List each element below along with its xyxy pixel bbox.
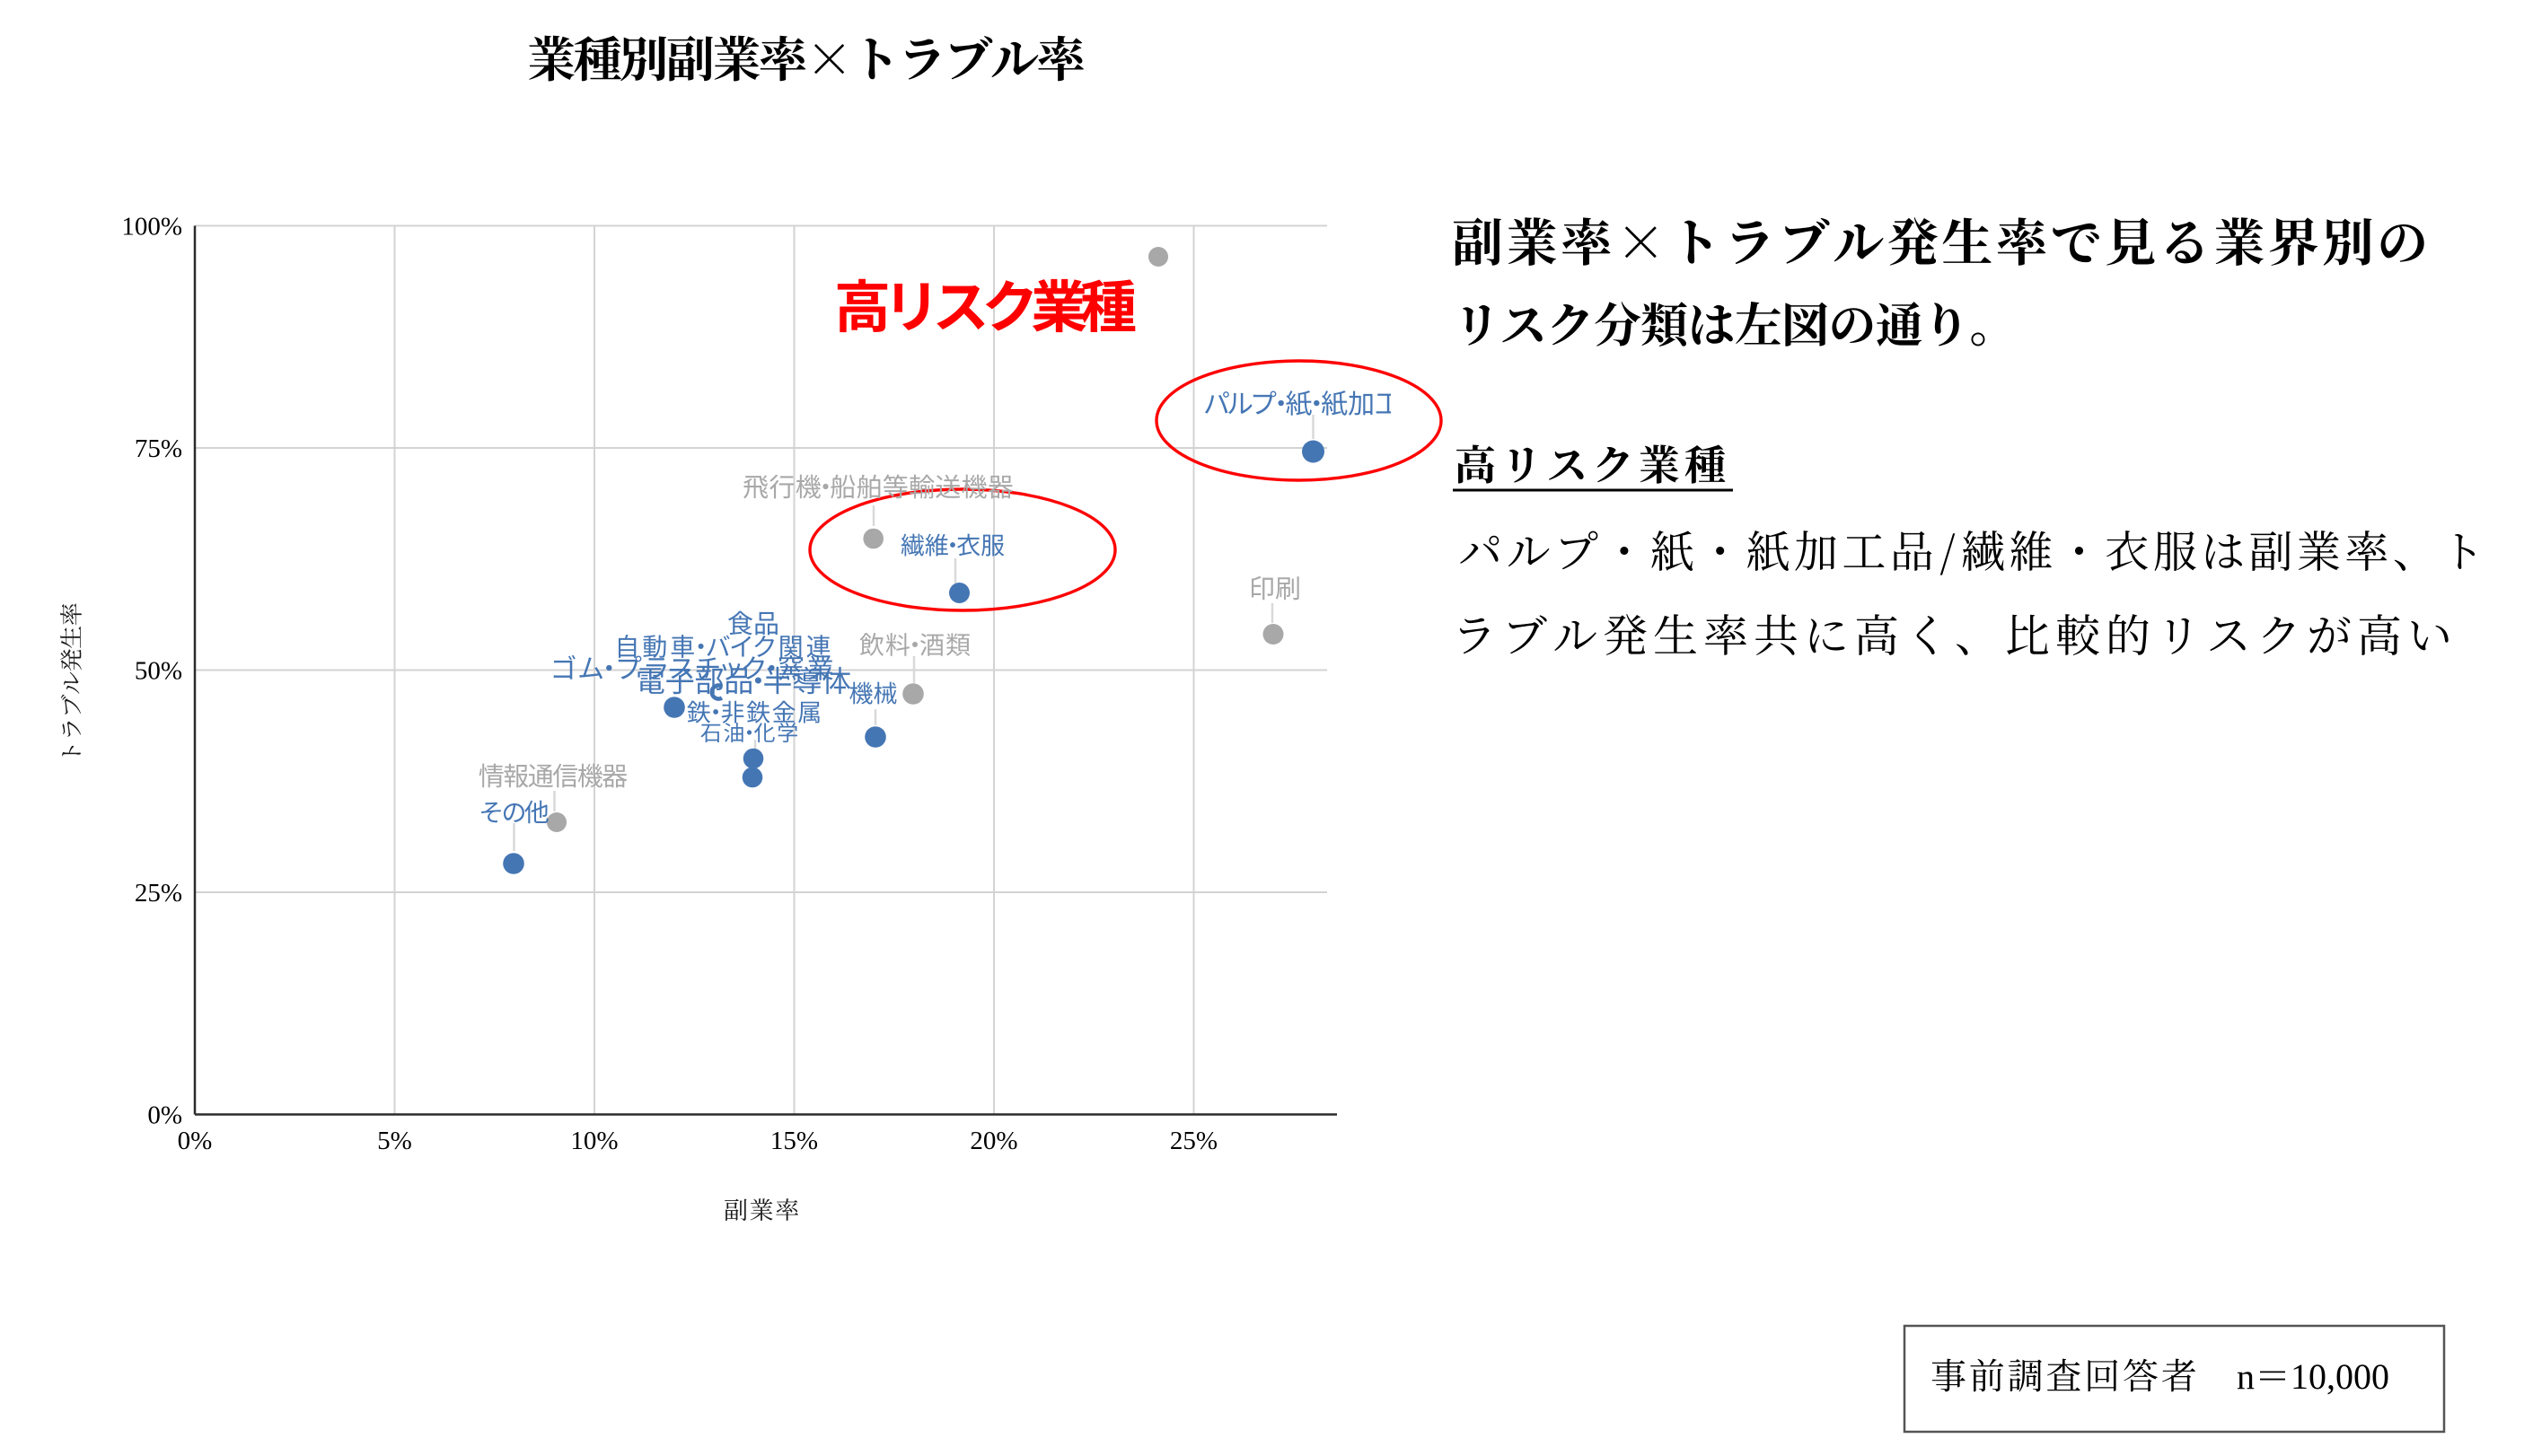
- svg-text:50%: 50%: [135, 657, 182, 686]
- svg-text:100%: 100%: [121, 213, 182, 241]
- svg-text:5%: 5%: [377, 1127, 412, 1155]
- svg-text:25%: 25%: [1170, 1127, 1218, 1155]
- svg-text:20%: 20%: [970, 1127, 1017, 1155]
- svg-text:25%: 25%: [135, 879, 182, 908]
- svg-text:n: n: [2237, 1356, 2255, 1397]
- svg-text:75%: 75%: [135, 434, 182, 463]
- svg-text:0%: 0%: [178, 1127, 213, 1155]
- svg-text:15%: 15%: [770, 1127, 818, 1155]
- svg-text:0%: 0%: [147, 1101, 182, 1130]
- svg-text:10%: 10%: [570, 1127, 618, 1155]
- svg-text:10,000: 10,000: [2291, 1356, 2389, 1397]
